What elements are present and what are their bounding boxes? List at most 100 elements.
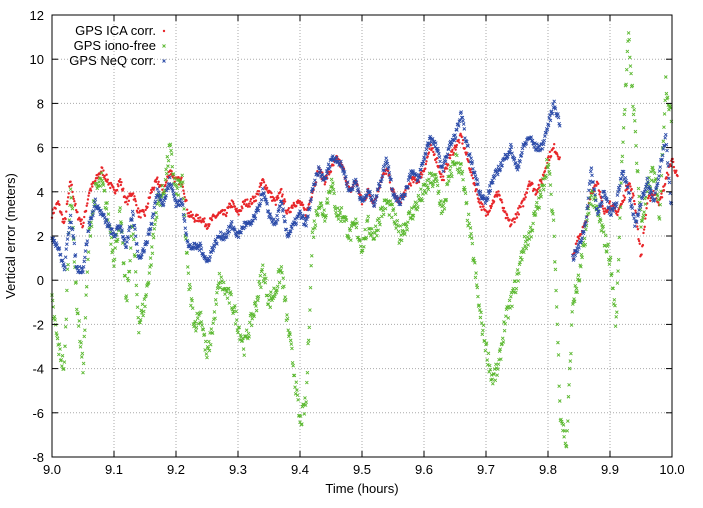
data-point xyxy=(665,160,670,165)
data-point xyxy=(491,381,495,386)
data-point xyxy=(667,176,671,181)
data-point xyxy=(148,265,152,269)
data-point xyxy=(66,200,69,203)
data-point xyxy=(76,311,80,315)
data-point xyxy=(61,366,66,371)
data-point xyxy=(233,304,237,308)
data-point xyxy=(523,198,526,201)
data-point xyxy=(166,158,171,163)
data-point xyxy=(446,147,451,152)
data-point xyxy=(83,255,87,260)
data-point xyxy=(647,191,652,196)
data-point xyxy=(498,167,503,172)
data-point xyxy=(617,235,622,240)
data-point xyxy=(285,313,289,317)
data-point xyxy=(605,250,609,254)
data-point xyxy=(402,229,406,233)
data-point xyxy=(204,352,209,356)
data-point xyxy=(495,191,498,194)
data-point xyxy=(301,203,305,207)
data-point xyxy=(84,242,89,247)
data-point xyxy=(617,188,622,192)
data-point xyxy=(586,206,591,211)
data-point xyxy=(283,200,287,203)
data-point xyxy=(67,225,72,230)
data-point xyxy=(553,267,558,272)
data-point xyxy=(152,205,157,210)
data-point xyxy=(378,222,382,227)
data-point xyxy=(309,189,314,194)
data-point xyxy=(125,197,129,200)
x-tick-label: 9.9 xyxy=(601,462,619,477)
data-point xyxy=(544,157,549,162)
data-point xyxy=(285,316,290,321)
data-point xyxy=(247,335,251,339)
data-point xyxy=(548,183,553,187)
data-point xyxy=(52,211,56,215)
data-point xyxy=(624,82,628,87)
data-point xyxy=(489,206,493,210)
data-point xyxy=(254,308,259,313)
data-point xyxy=(403,193,408,197)
data-point xyxy=(74,202,77,206)
data-point xyxy=(454,148,457,151)
data-point xyxy=(431,147,434,150)
data-point xyxy=(517,271,521,276)
y-tick-label: 0 xyxy=(37,273,44,288)
data-point xyxy=(415,207,419,212)
data-point xyxy=(477,192,482,197)
data-point xyxy=(190,306,195,310)
data-point xyxy=(634,220,639,224)
data-point xyxy=(156,176,159,179)
data-point xyxy=(133,195,136,198)
data-point xyxy=(254,304,258,308)
data-point xyxy=(473,174,478,179)
data-point xyxy=(232,202,235,206)
data-point xyxy=(161,202,166,207)
data-point xyxy=(521,246,526,251)
data-point xyxy=(431,142,436,146)
data-point xyxy=(503,321,508,326)
data-point xyxy=(546,162,551,167)
data-point xyxy=(206,346,211,351)
data-point xyxy=(60,364,64,368)
data-point xyxy=(515,272,519,276)
data-point xyxy=(467,221,472,226)
data-point xyxy=(493,378,498,383)
data-point xyxy=(517,165,521,169)
data-point xyxy=(355,184,359,188)
data-point xyxy=(620,154,625,159)
data-point xyxy=(277,196,280,200)
data-point xyxy=(618,205,623,210)
data-point xyxy=(651,168,656,173)
data-point xyxy=(85,270,90,274)
data-point xyxy=(89,216,94,221)
data-point xyxy=(249,200,252,203)
data-point xyxy=(440,173,443,176)
data-point xyxy=(305,380,309,385)
data-point xyxy=(231,200,235,204)
data-point xyxy=(254,195,257,198)
data-point xyxy=(488,367,493,372)
data-point xyxy=(342,219,346,224)
data-point xyxy=(128,246,133,250)
data-point xyxy=(269,195,273,199)
data-point xyxy=(110,250,114,255)
data-point xyxy=(598,193,601,196)
data-point xyxy=(201,251,206,256)
data-point xyxy=(482,205,485,208)
data-point xyxy=(542,138,547,143)
data-point xyxy=(631,212,636,217)
data-point xyxy=(530,138,535,143)
data-point xyxy=(149,263,154,267)
data-point xyxy=(469,170,472,174)
data-point xyxy=(63,265,67,269)
data-point xyxy=(483,201,488,206)
data-point xyxy=(128,258,132,263)
data-point xyxy=(128,225,132,230)
data-point xyxy=(257,282,262,286)
data-point xyxy=(192,324,196,329)
data-point xyxy=(649,169,653,174)
data-point xyxy=(80,218,83,221)
data-point xyxy=(601,224,605,229)
